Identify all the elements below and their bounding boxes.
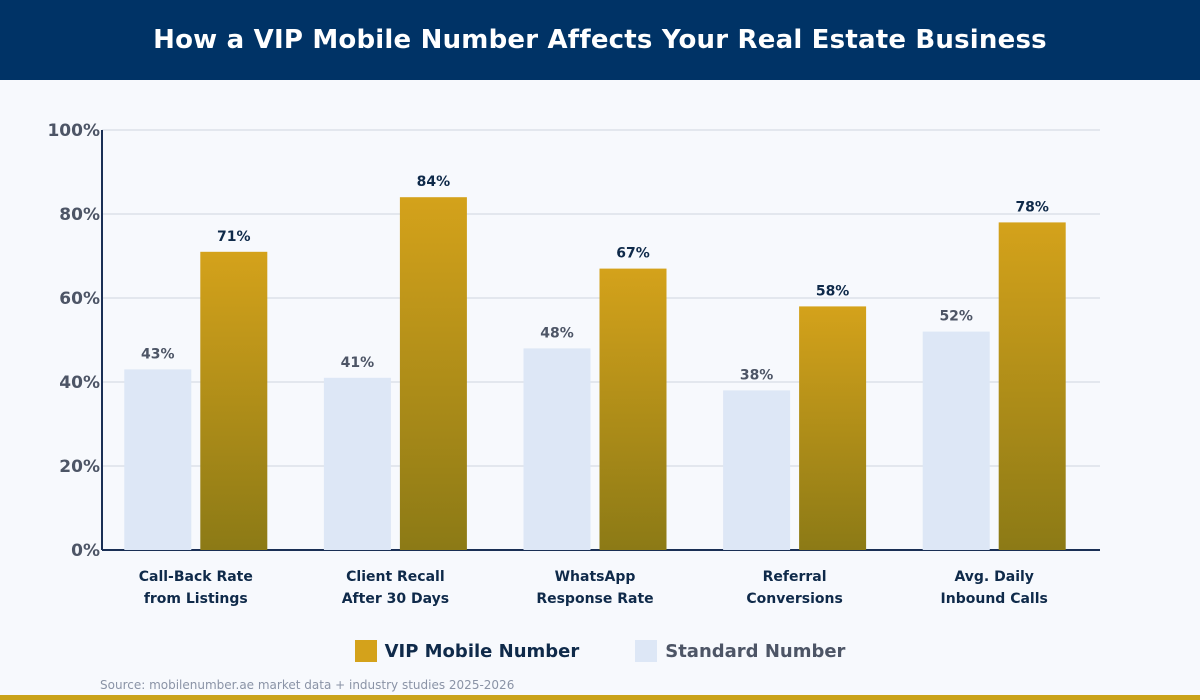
x-category-label: Call-Back Rate: [139, 569, 253, 585]
x-category-label: Conversions: [746, 591, 842, 607]
y-tick-label: 20%: [59, 457, 100, 477]
legend-label-vip: VIP Mobile Number: [384, 640, 580, 662]
data-label-vip: 67%: [616, 246, 650, 262]
legend: VIP Mobile Number Standard Number: [0, 640, 1200, 662]
y-tick-label: 80%: [59, 205, 100, 225]
y-tick-label: 40%: [59, 373, 100, 393]
chart-title: How a VIP Mobile Number Affects Your Rea…: [153, 25, 1047, 55]
legend-swatch-vip: [354, 640, 377, 662]
x-category-label: Client Recall: [346, 569, 445, 585]
data-label-vip: 84%: [417, 174, 451, 190]
x-category-label: After 30 Days: [342, 591, 449, 607]
legend-item-standard: Standard Number: [635, 640, 845, 662]
x-category-label: WhatsApp: [555, 569, 636, 585]
bar-standard: [323, 377, 391, 550]
data-label-vip: 78%: [1015, 199, 1049, 215]
bottom-accent-bar: [0, 695, 1200, 700]
data-label-standard: 48%: [540, 325, 574, 341]
legend-label-standard: Standard Number: [665, 640, 846, 662]
bar-vip: [200, 251, 268, 551]
data-label-vip: 58%: [816, 283, 850, 299]
bar-standard: [523, 348, 591, 550]
legend-item-vip: VIP Mobile Number: [354, 640, 580, 662]
data-label-standard: 38%: [740, 367, 774, 383]
source-note: Source: mobilenumber.ae market data + in…: [100, 678, 515, 692]
bar-standard: [723, 390, 791, 550]
legend-swatch-standard: [635, 640, 658, 662]
data-label-standard: 52%: [939, 309, 973, 325]
bar-vip: [998, 222, 1066, 550]
bar-standard: [124, 369, 192, 550]
y-tick-label: 100%: [47, 121, 100, 141]
chart-header: How a VIP Mobile Number Affects Your Rea…: [0, 0, 1200, 80]
x-category-label: from Listings: [144, 591, 248, 607]
x-category-label: Referral: [763, 569, 827, 585]
x-category-label: Response Rate: [536, 591, 653, 607]
data-label-standard: 43%: [141, 346, 175, 362]
data-label-standard: 41%: [341, 355, 375, 371]
data-label-vip: 71%: [217, 229, 251, 245]
y-tick-label: 60%: [59, 289, 100, 309]
x-category-label: Avg. Daily: [954, 569, 1033, 585]
bar-standard: [922, 331, 990, 550]
y-tick-label: 0%: [71, 541, 100, 561]
bar-vip: [399, 197, 467, 550]
bar-vip: [599, 268, 667, 550]
bar-vip: [799, 306, 867, 550]
x-category-label: Inbound Calls: [941, 591, 1048, 607]
